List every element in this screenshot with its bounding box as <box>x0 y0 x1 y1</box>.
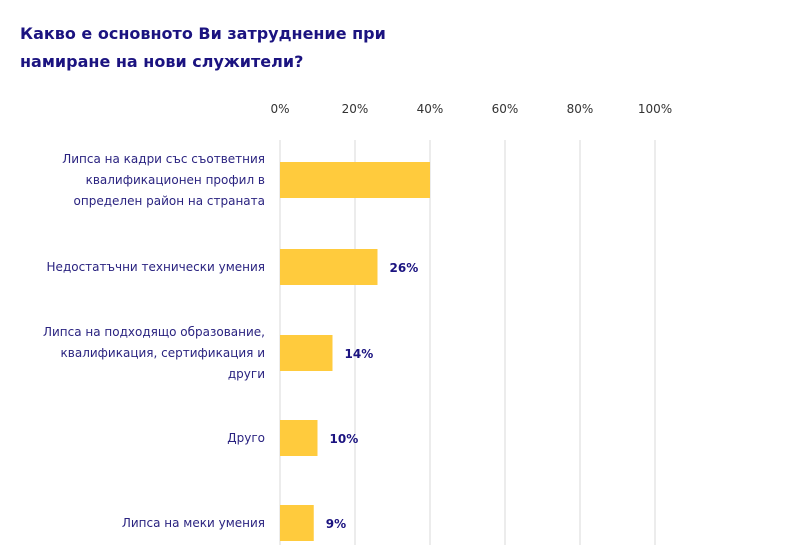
bar <box>280 505 314 541</box>
x-tick-label: 80% <box>567 102 594 116</box>
bar <box>280 420 318 456</box>
category-label: други <box>228 367 265 381</box>
x-tick-label: 60% <box>492 102 519 116</box>
bar <box>280 249 378 285</box>
x-tick-label: 40% <box>417 102 444 116</box>
x-tick-label: 20% <box>342 102 369 116</box>
data-label: 9% <box>326 517 346 531</box>
x-tick-label: 100% <box>638 102 672 116</box>
data-label: 14% <box>345 347 374 361</box>
category-label: определен район на страната <box>74 194 265 208</box>
category-label: Недостатъчни технически умения <box>47 260 265 274</box>
category-label: квалификационен профил в <box>86 173 265 187</box>
bar <box>280 335 333 371</box>
category-label: Липса на кадри със съответния <box>62 152 265 166</box>
data-label: 10% <box>330 432 359 446</box>
category-label: Липса на подходящо образование, <box>43 325 265 339</box>
bar <box>280 162 430 198</box>
category-label: Липса на меки умения <box>122 516 265 530</box>
chart-title: Какво е основното Ви затруднение при нам… <box>20 24 386 71</box>
category-label: квалификация, сертификация и <box>61 346 265 360</box>
x-tick-label: 0% <box>270 102 289 116</box>
category-label: Друго <box>227 431 265 445</box>
data-label: 26% <box>390 261 419 275</box>
